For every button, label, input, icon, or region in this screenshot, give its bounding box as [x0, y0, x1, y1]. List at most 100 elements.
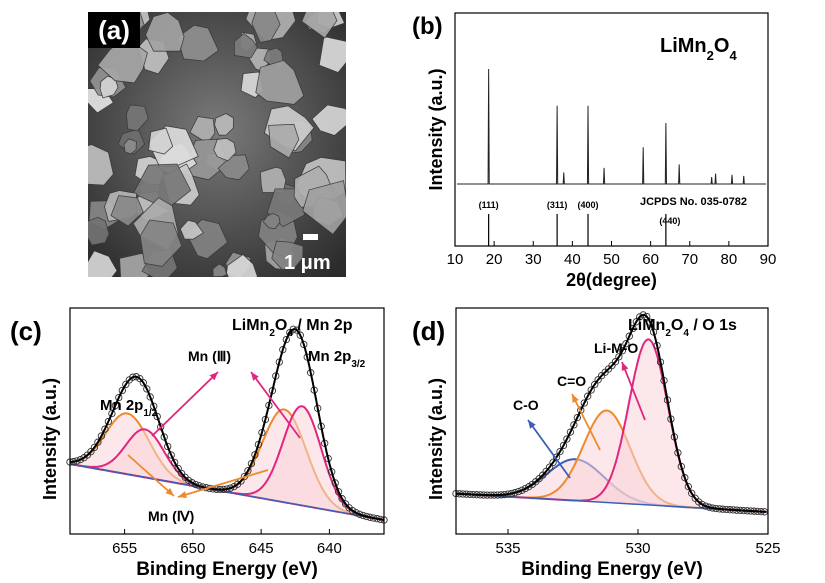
sem-particle [97, 36, 148, 84]
sem-particle [145, 11, 185, 52]
sem-mask [88, 0, 346, 12]
component-fill [456, 339, 768, 512]
data-point [584, 392, 592, 400]
o1s-xps-panel: 535 530 525 Binding Energy (eV) Intensity (a… [412, 307, 781, 580]
data-point [171, 458, 179, 467]
data-point [556, 447, 564, 456]
data-point [615, 353, 623, 361]
data-point [331, 479, 339, 487]
annotation-arrow [621, 361, 646, 421]
chart-title: LiMn2O4 / Mn 2p [232, 317, 353, 339]
panel-label: (b) [412, 13, 443, 40]
data-point [625, 332, 633, 340]
data-point [115, 393, 123, 402]
x-tick-label: 80 [721, 251, 738, 268]
arrow-head [178, 491, 187, 498]
x-tick-label: 60 [642, 251, 659, 268]
x-tick-label: 530 [625, 540, 650, 557]
annotation-label: C=O [557, 373, 586, 389]
hkl-label: (400) [578, 200, 599, 210]
xrd-panel: (b) LiMn2O4 10 20 30 40 50 60 70 80 90 2θ(degree) In… [412, 12, 777, 290]
data-point [355, 510, 364, 518]
data-point [643, 312, 651, 321]
data-point [338, 495, 346, 503]
x-tick-label: 50 [603, 251, 620, 268]
data-point [352, 509, 360, 517]
annotation-arrow [571, 393, 601, 451]
data-point [549, 458, 557, 467]
sem-particle [179, 219, 204, 240]
plot-frame [69, 307, 385, 535]
sem-particle [212, 263, 228, 278]
data-point [559, 441, 568, 450]
data-point [591, 380, 599, 389]
annotation-label: C-O [513, 397, 539, 413]
data-point [122, 380, 130, 389]
data-point [108, 409, 116, 418]
data-point [573, 413, 581, 422]
hkl-label: (111) [479, 200, 499, 210]
annotation-label: Mn (Ⅳ) [148, 508, 194, 524]
data-point [296, 331, 304, 339]
data-point [636, 313, 644, 321]
sem-particle [262, 213, 281, 230]
data-point [646, 318, 654, 326]
x-tick-label: 650 [180, 540, 205, 557]
data-point [580, 399, 588, 407]
data-point [282, 335, 290, 344]
data-point [698, 500, 706, 509]
sem-particle [148, 127, 174, 155]
x-tick-label: 70 [681, 251, 698, 268]
sem-particle [271, 240, 304, 270]
data-point [247, 459, 256, 468]
data-point [251, 451, 259, 459]
y-axis-label: Intensity (a.u.) [40, 378, 60, 500]
x-tick-label: 645 [249, 540, 274, 557]
annotation-arrow [527, 419, 571, 479]
x-tick-label: 90 [760, 251, 777, 268]
data-point [518, 486, 526, 494]
panel-label: (d) [412, 316, 445, 346]
reference-label: JCPDS No. 035-0782 [640, 196, 747, 208]
sem-particle [123, 138, 137, 155]
panel-a-label: (a) [88, 12, 140, 48]
data-point [566, 428, 575, 436]
sem-particle [213, 137, 237, 162]
data-point [104, 417, 113, 426]
data-point [542, 467, 550, 476]
x-tick-label: 640 [317, 540, 342, 557]
data-point [622, 340, 630, 348]
y-axis-label: Intensity (a.u.) [426, 378, 446, 500]
annotation-arrow [127, 454, 175, 497]
data-point [545, 463, 554, 471]
fit-envelope [69, 328, 385, 521]
data-point [629, 324, 637, 333]
x-tick-label: 20 [486, 251, 503, 268]
data-point [563, 435, 571, 443]
sem-mask [88, 277, 346, 297]
sem-mask [346, 0, 406, 290]
data-point [146, 393, 154, 401]
x-axis-label: 2θ(degree) [566, 270, 657, 290]
scale-bar [303, 234, 318, 240]
data-point [143, 385, 151, 393]
data-point [348, 507, 357, 515]
data-point [570, 421, 578, 429]
scale-bar-label: 1 μm [284, 252, 331, 274]
data-point [188, 479, 196, 487]
panel-label: (c) [10, 316, 42, 346]
x-tick-label: 655 [112, 540, 137, 557]
plot-frame [455, 307, 769, 535]
sem-particle [255, 59, 305, 105]
chart-title: LiMn2O4 / O 1s [628, 317, 737, 339]
sem-particle [214, 113, 234, 136]
annotation-label: Li-M-O [594, 340, 638, 356]
x-tick-label: 30 [525, 251, 542, 268]
annotation-label: Mn 2p1/2 [100, 397, 158, 419]
data-point [111, 401, 120, 410]
sem-particle [302, 180, 350, 235]
sem-particle [125, 104, 149, 132]
data-point [174, 464, 182, 473]
data-point [139, 379, 147, 387]
